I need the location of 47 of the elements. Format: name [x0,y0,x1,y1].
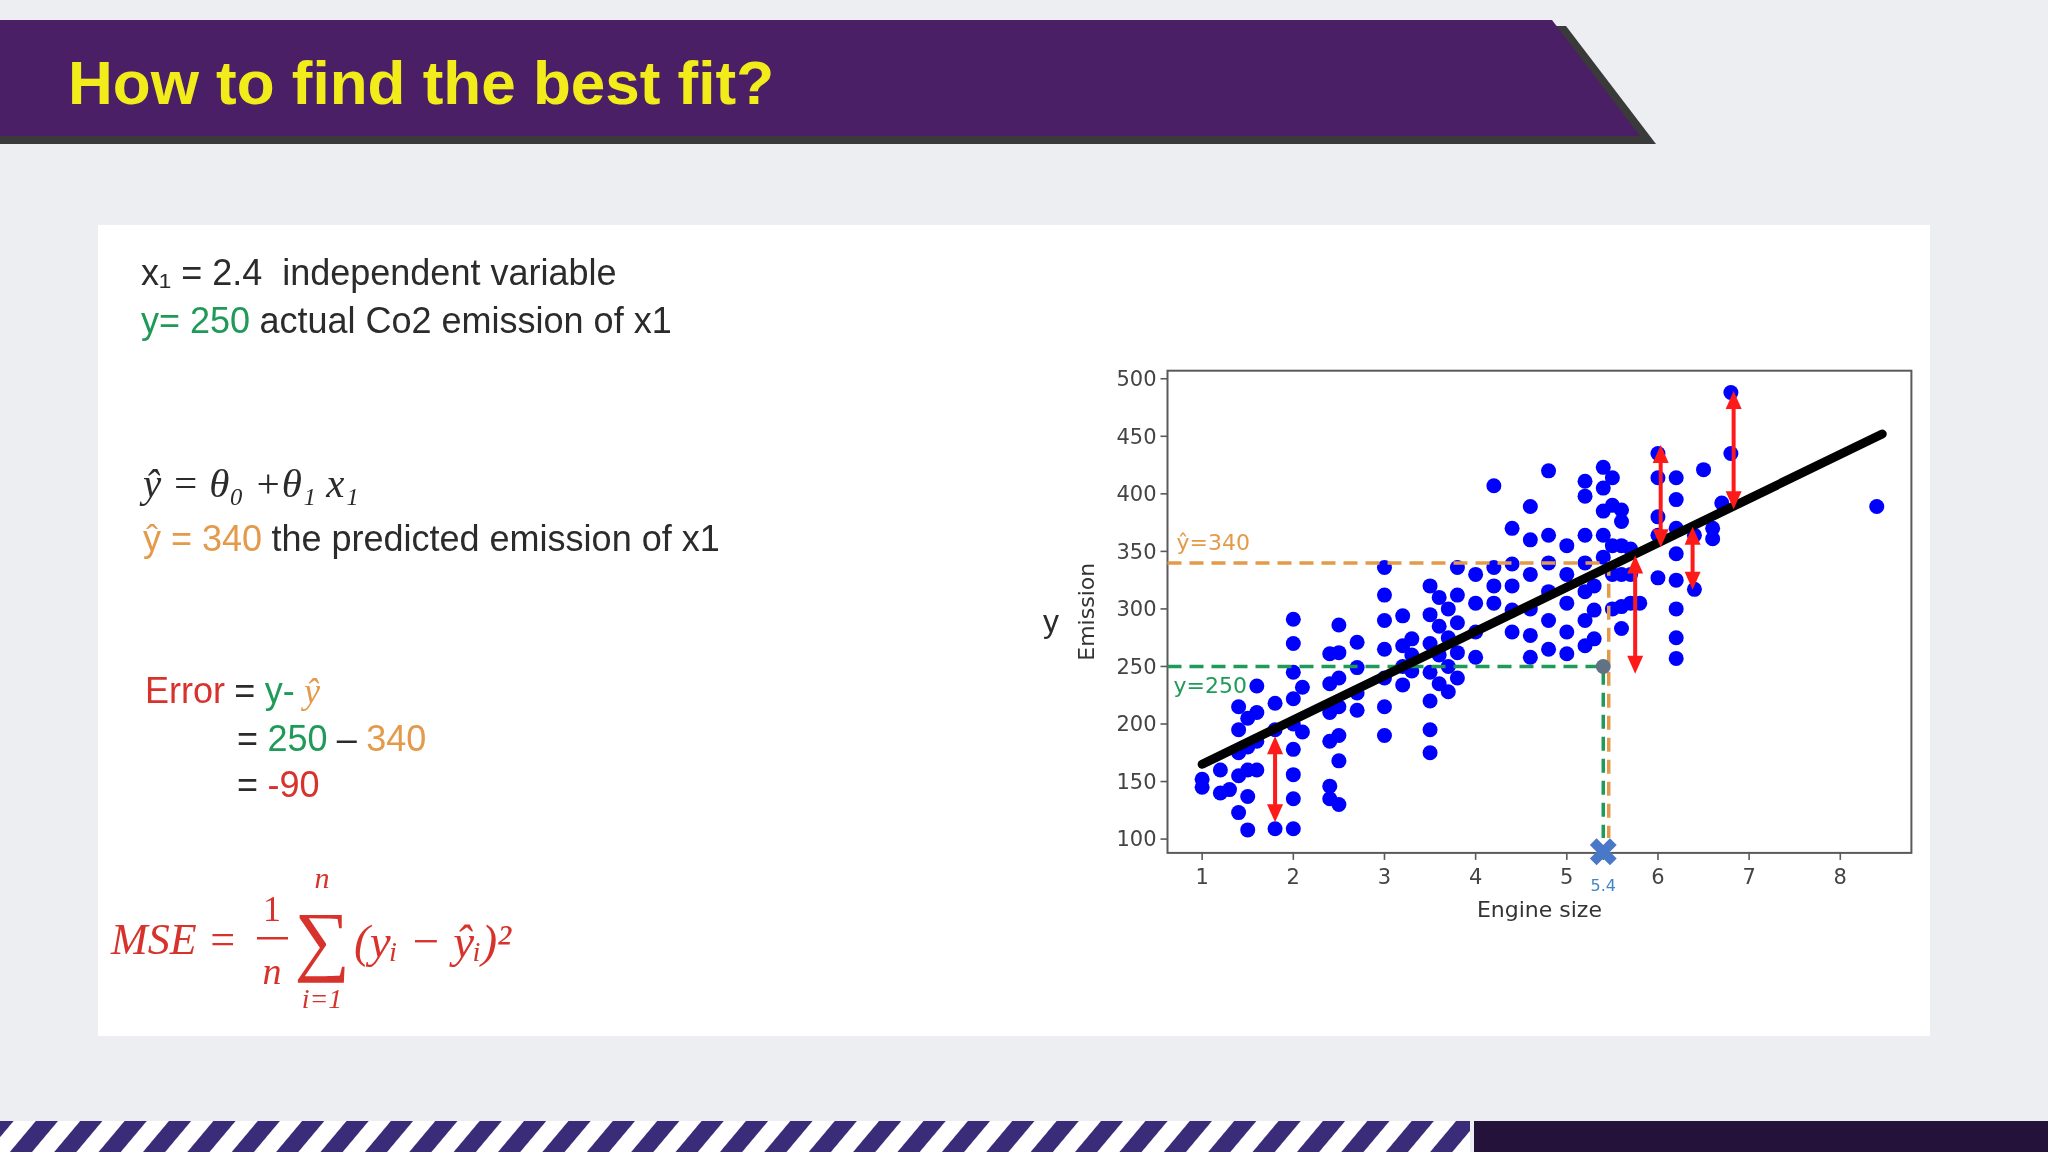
series-label: y=250 [1173,673,1247,699]
text: n [262,950,282,992]
text: -90 [267,764,320,805]
text: y- [264,670,295,711]
x-tick-label: 3 [1377,864,1392,889]
text: x₁ = 2.4 independent variable [141,252,617,293]
x-tick-label: 8 [1833,864,1847,889]
y-tick-label: 200 [1116,712,1157,737]
text: y= 250 [141,300,251,341]
x-tick-label: 4 [1468,864,1483,889]
text: = [237,764,259,805]
x-tick-label: 1 [1195,864,1209,889]
x-axis-title: Engine size [1476,896,1602,922]
y-tick-label: 450 [1116,424,1157,449]
text: 1 [263,889,281,929]
text: 340 [366,718,427,759]
text: ŷ = θ₀ +θ₁ x₁ [139,460,359,506]
text: actual Co2 emission of x1 [259,300,672,341]
y-axis-title: Emission [1074,562,1099,661]
x-tick-label: 6 [1651,864,1665,889]
text: ŷ [301,671,321,711]
text: Error [145,670,226,711]
y-tick-label: 250 [1116,654,1157,679]
y-tick-label: 350 [1116,539,1157,564]
x-tick-label: 5.4 [1590,875,1616,895]
text: – [336,718,357,759]
text: ŷ = 340 [143,518,263,559]
text: 250 [267,718,328,759]
text: y [1043,603,1059,639]
text: = [237,718,259,759]
text: How to find the best fit? [68,48,775,117]
text: the predicted emission of x1 [271,518,720,559]
text: n [314,861,330,894]
text: i=1 [301,983,343,1014]
x-tick-label: 7 [1742,864,1756,889]
y-tick-label: 400 [1116,482,1157,507]
text: = [234,670,256,711]
x-tick-label: 2 [1286,864,1300,889]
text: (yᵢ − ŷᵢ)² [354,915,513,967]
x-tick-label: 5 [1560,864,1574,889]
y-tick-label: 500 [1116,367,1157,392]
y-tick-label: 100 [1116,827,1157,852]
text: MSE = [110,915,238,964]
y-tick-label: 300 [1116,597,1157,622]
series-label: ŷ=340 [1176,529,1250,555]
y-tick-label: 150 [1116,769,1157,794]
text: ∑ [294,896,350,983]
